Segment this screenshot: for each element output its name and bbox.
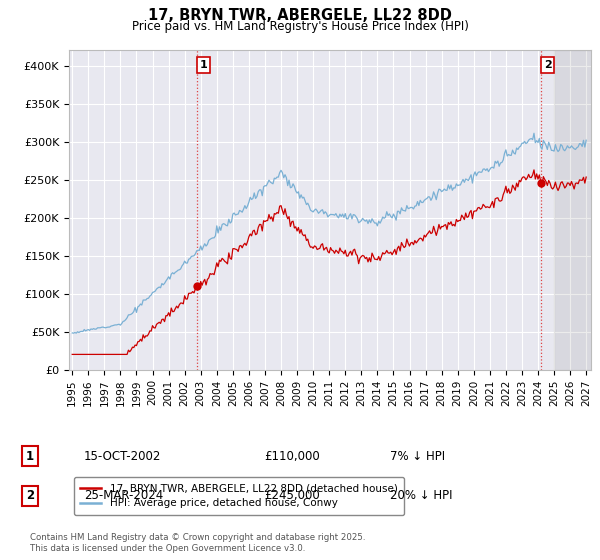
Text: Contains HM Land Registry data © Crown copyright and database right 2025.
This d: Contains HM Land Registry data © Crown c… <box>30 533 365 553</box>
Text: Price paid vs. HM Land Registry's House Price Index (HPI): Price paid vs. HM Land Registry's House … <box>131 20 469 32</box>
Text: 17, BRYN TWR, ABERGELE, LL22 8DD: 17, BRYN TWR, ABERGELE, LL22 8DD <box>148 8 452 24</box>
Text: 25-MAR-2024: 25-MAR-2024 <box>84 489 163 502</box>
Legend: 17, BRYN TWR, ABERGELE, LL22 8DD (detached house), HPI: Average price, detached : 17, BRYN TWR, ABERGELE, LL22 8DD (detach… <box>74 477 404 515</box>
Text: 2: 2 <box>544 60 551 70</box>
Text: 1: 1 <box>200 60 208 70</box>
Text: 1: 1 <box>26 450 34 463</box>
Text: £245,000: £245,000 <box>264 489 320 502</box>
Text: 20% ↓ HPI: 20% ↓ HPI <box>390 489 452 502</box>
Text: 7% ↓ HPI: 7% ↓ HPI <box>390 450 445 463</box>
Bar <box>554 50 594 370</box>
Text: £110,000: £110,000 <box>264 450 320 463</box>
Text: 15-OCT-2002: 15-OCT-2002 <box>84 450 161 463</box>
Text: 2: 2 <box>26 489 34 502</box>
